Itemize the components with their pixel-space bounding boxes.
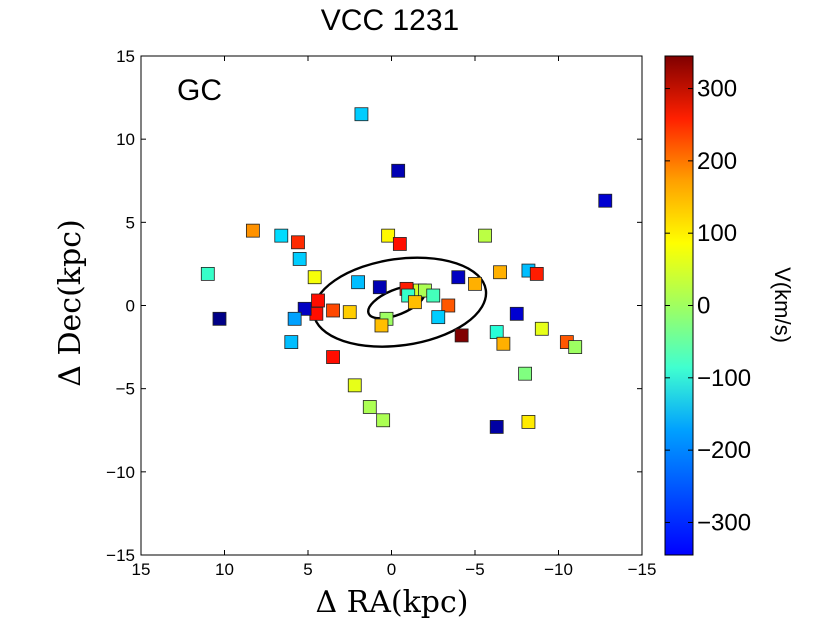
x-axis-label: Δ RA(kpc) xyxy=(315,585,468,620)
x-tick-label: −15 xyxy=(628,560,657,579)
gc-point xyxy=(292,252,307,266)
colorbar-tick-label: −100 xyxy=(697,365,751,392)
gc-point xyxy=(441,298,456,313)
y-axis-label: Δ Dec(kpc) xyxy=(53,219,88,386)
x-tick-label: −10 xyxy=(544,560,573,579)
colorbar-tick-label: 300 xyxy=(697,76,737,103)
gc-point xyxy=(451,270,466,285)
gc-point xyxy=(284,335,299,349)
colorbar-tick-label: 100 xyxy=(697,220,737,247)
colorbar-tick-label: −200 xyxy=(697,437,751,464)
gc-point xyxy=(518,366,532,381)
gc-point xyxy=(309,306,324,321)
gc-point xyxy=(534,321,549,336)
gc-point xyxy=(287,311,302,326)
gc-point xyxy=(426,288,441,303)
gc-point xyxy=(529,266,544,281)
gc-point xyxy=(212,311,227,326)
colorbar-label: V(km/s) xyxy=(770,267,795,343)
colorbar-tick-label: 0 xyxy=(697,293,710,320)
gc-point xyxy=(245,223,260,238)
gc-point xyxy=(392,237,407,251)
gc-point xyxy=(372,280,387,295)
gc-points xyxy=(200,107,613,434)
gc-point xyxy=(478,228,492,243)
chart-title: VCC 1231 xyxy=(321,4,459,37)
gc-point xyxy=(407,295,422,310)
y-tick-label: 0 xyxy=(126,297,135,316)
y-tick-label: −10 xyxy=(106,463,135,482)
y-tick-label: −5 xyxy=(116,380,135,399)
gc-point xyxy=(326,303,340,318)
gc-point xyxy=(311,293,325,308)
x-tick-label: 10 xyxy=(215,560,234,579)
gc-point xyxy=(493,265,507,280)
gc-point xyxy=(568,340,583,354)
y-tick-label: −15 xyxy=(106,546,135,565)
gc-point xyxy=(200,266,215,281)
colorbar-ticks: 300 200 100 0 −100 −200 −300 xyxy=(665,76,751,536)
gc-point xyxy=(496,336,511,351)
gc-point xyxy=(381,228,396,243)
gc-point xyxy=(362,400,377,414)
gc-point xyxy=(598,193,613,208)
x-tick-label: −5 xyxy=(465,560,484,579)
y-tick-label: 15 xyxy=(116,47,135,66)
gc-point xyxy=(468,276,482,291)
gc-point xyxy=(431,310,446,325)
gc-point xyxy=(521,415,536,429)
colorbar-tick-label: 200 xyxy=(697,148,737,175)
annotation-label: GC xyxy=(177,74,222,107)
y-tick-label: 5 xyxy=(126,213,135,232)
y-tick-label: 10 xyxy=(116,130,135,149)
gc-point xyxy=(374,318,389,333)
x-tick-label: 0 xyxy=(387,560,396,579)
x-tick-label: 15 xyxy=(132,560,151,579)
colorbar-tick-label: −300 xyxy=(697,509,751,536)
gc-point xyxy=(347,378,362,393)
gc-point xyxy=(454,328,469,343)
x-axis: 15 10 5 0 −5 −10 −15 xyxy=(132,56,657,579)
gc-point xyxy=(489,325,504,340)
y-axis: 15 10 5 0 −5 −10 −15 xyxy=(106,47,642,565)
gc-point xyxy=(326,350,340,364)
x-tick-label: 5 xyxy=(303,560,312,579)
plot-area xyxy=(140,55,643,556)
gc-point xyxy=(354,107,369,122)
gc-point xyxy=(376,413,391,428)
gc-point xyxy=(351,275,366,290)
plot-frame xyxy=(140,55,643,556)
gc-point xyxy=(391,163,406,178)
gc-point xyxy=(489,420,504,434)
gc-point xyxy=(509,306,524,321)
gc-point xyxy=(342,305,357,320)
gc-point xyxy=(274,228,289,243)
gc-point xyxy=(291,235,305,250)
gc-point xyxy=(307,270,322,285)
